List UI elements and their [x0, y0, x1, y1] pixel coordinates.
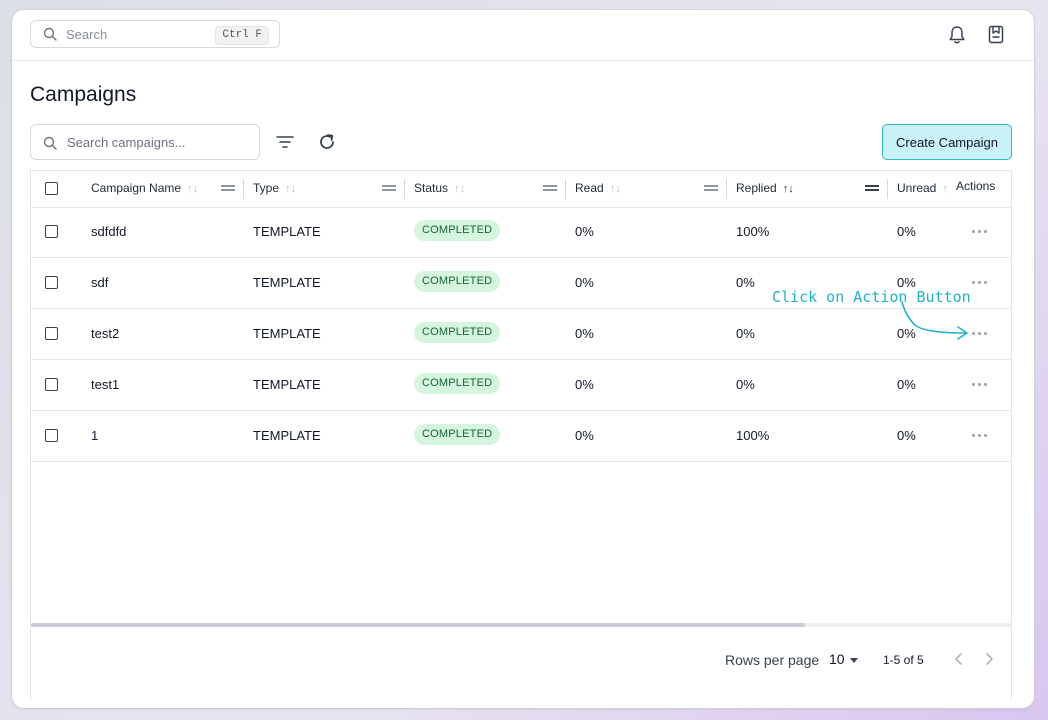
column-resize-handle[interactable] — [243, 179, 244, 199]
horizontal-scrollbar-thumb[interactable] — [31, 623, 805, 627]
read-cell: 0% — [575, 326, 594, 341]
type-cell: TEMPLATE — [253, 224, 321, 239]
row-checkbox[interactable] — [45, 429, 58, 442]
row-checkbox[interactable] — [45, 327, 58, 340]
column-label: Status — [414, 181, 449, 195]
bookmark-icon[interactable] — [988, 25, 1004, 44]
sort-icon: ↑↓ — [187, 183, 199, 195]
more-actions-icon[interactable] — [971, 376, 989, 392]
replied-cell: 0% — [736, 326, 755, 341]
sort-icon: ↑↓ — [454, 183, 466, 195]
search-shortcut-badge: Ctrl F — [215, 26, 269, 45]
replied-cell: 100% — [736, 224, 770, 239]
row-checkbox[interactable] — [45, 378, 58, 391]
pagination-footer: Rows per page 10 1-5 of 5 — [31, 627, 1011, 687]
replied-cell: 0% — [736, 275, 755, 290]
column-menu-icon[interactable] — [221, 184, 235, 192]
status-badge: COMPLETED — [414, 373, 501, 394]
page-title: Campaigns — [30, 83, 137, 106]
type-cell: TEMPLATE — [253, 326, 321, 341]
read-cell: 0% — [575, 377, 594, 392]
column-label: Replied — [736, 181, 777, 195]
row-checkbox[interactable] — [45, 276, 58, 289]
status-badge: COMPLETED — [414, 322, 501, 343]
campaign-name-cell: sdf — [91, 275, 109, 290]
replied-cell: 0% — [736, 377, 755, 392]
column-resize-handle[interactable] — [404, 179, 405, 199]
top-bar: Search Ctrl F — [12, 10, 1034, 61]
column-label: Read — [575, 181, 604, 195]
replied-cell: 100% — [736, 428, 770, 443]
table-row[interactable]: sdf TEMPLATE COMPLETED 0% 0% 0% — [31, 258, 1011, 309]
status-badge: COMPLETED — [414, 424, 501, 445]
column-menu-icon[interactable] — [382, 184, 396, 192]
filter-icon[interactable] — [275, 132, 295, 152]
sort-icon: ↑ — [942, 183, 948, 195]
search-icon — [43, 136, 57, 150]
column-menu-icon[interactable] — [543, 184, 557, 192]
column-resize-handle[interactable] — [565, 179, 566, 199]
table-row[interactable]: test2 TEMPLATE COMPLETED 0% 0% 0% — [31, 309, 1011, 360]
pagination-range: 1-5 of 5 — [883, 653, 924, 667]
global-search-input[interactable]: Search Ctrl F — [30, 20, 280, 48]
status-badge: COMPLETED — [414, 271, 501, 292]
campaign-name-cell: test2 — [91, 326, 120, 341]
type-cell: TEMPLATE — [253, 428, 321, 443]
column-label: Type — [253, 181, 280, 195]
annotation-label: Click on Action Button — [772, 288, 971, 306]
caret-down-icon[interactable] — [850, 658, 858, 663]
annotation-arrow-icon — [901, 301, 968, 340]
more-actions-icon[interactable] — [971, 223, 989, 239]
chevron-right-icon[interactable] — [979, 649, 999, 669]
more-actions-icon[interactable] — [971, 427, 989, 443]
column-label: Campaign Name — [91, 181, 182, 195]
global-search-placeholder: Search — [66, 27, 108, 42]
column-resize-handle[interactable] — [726, 179, 727, 199]
rows-per-page-label: Rows per page — [725, 652, 820, 668]
unread-cell: 0% — [897, 377, 916, 392]
sort-icon: ↑↓ — [285, 183, 297, 195]
table-header: Campaign Name ↑↓ Type ↑↓ Status ↑↓ Read ↑↓ R… — [31, 171, 1011, 208]
read-cell: 0% — [575, 224, 594, 239]
table-row[interactable]: 1 TEMPLATE COMPLETED 0% 100% 0% — [31, 411, 1011, 462]
campaign-name-cell: sdfdfd — [91, 224, 127, 239]
table-row[interactable]: sdfdfd TEMPLATE COMPLETED 0% 100% 0% — [31, 207, 1011, 258]
column-label: Unread — [897, 181, 937, 195]
table-row[interactable]: test1 TEMPLATE COMPLETED 0% 0% 0% — [31, 360, 1011, 411]
refresh-icon[interactable] — [317, 132, 337, 152]
status-badge: COMPLETED — [414, 220, 501, 241]
column-menu-icon[interactable] — [865, 184, 879, 192]
unread-cell: 0% — [897, 326, 916, 341]
campaigns-table: Campaign Name ↑↓ Type ↑↓ Status ↑↓ Read ↑↓ R… — [30, 170, 1012, 700]
campaign-search-placeholder: Search campaigns... — [67, 135, 186, 150]
column-menu-icon[interactable] — [704, 184, 718, 192]
chevron-left-icon[interactable] — [949, 649, 969, 669]
unread-cell: 0% — [897, 224, 916, 239]
more-actions-icon[interactable] — [971, 325, 989, 341]
create-campaign-button[interactable]: Create Campaign — [882, 124, 1012, 160]
type-cell: TEMPLATE — [253, 377, 321, 392]
column-label: Actions — [956, 179, 996, 193]
unread-cell: 0% — [897, 275, 916, 290]
read-cell: 0% — [575, 275, 594, 290]
campaign-name-cell: 1 — [91, 428, 99, 443]
read-cell: 0% — [575, 428, 594, 443]
type-cell: TEMPLATE — [253, 275, 321, 290]
sort-icon: ↑↓ — [609, 183, 621, 195]
column-resize-handle[interactable] — [887, 179, 888, 199]
bell-icon[interactable] — [948, 25, 966, 45]
select-all-checkbox[interactable] — [45, 182, 58, 195]
search-icon — [43, 27, 57, 41]
app-window: Search Ctrl F Campaigns Search campaigns… — [12, 10, 1034, 708]
row-checkbox[interactable] — [45, 225, 58, 238]
unread-cell: 0% — [897, 428, 916, 443]
rows-per-page-select[interactable]: 10 — [829, 651, 845, 667]
sort-icon: ↑↓ — [782, 183, 794, 195]
campaign-name-cell: test1 — [91, 377, 120, 392]
campaign-search-input[interactable]: Search campaigns... — [30, 124, 260, 160]
more-actions-icon[interactable] — [971, 274, 989, 290]
